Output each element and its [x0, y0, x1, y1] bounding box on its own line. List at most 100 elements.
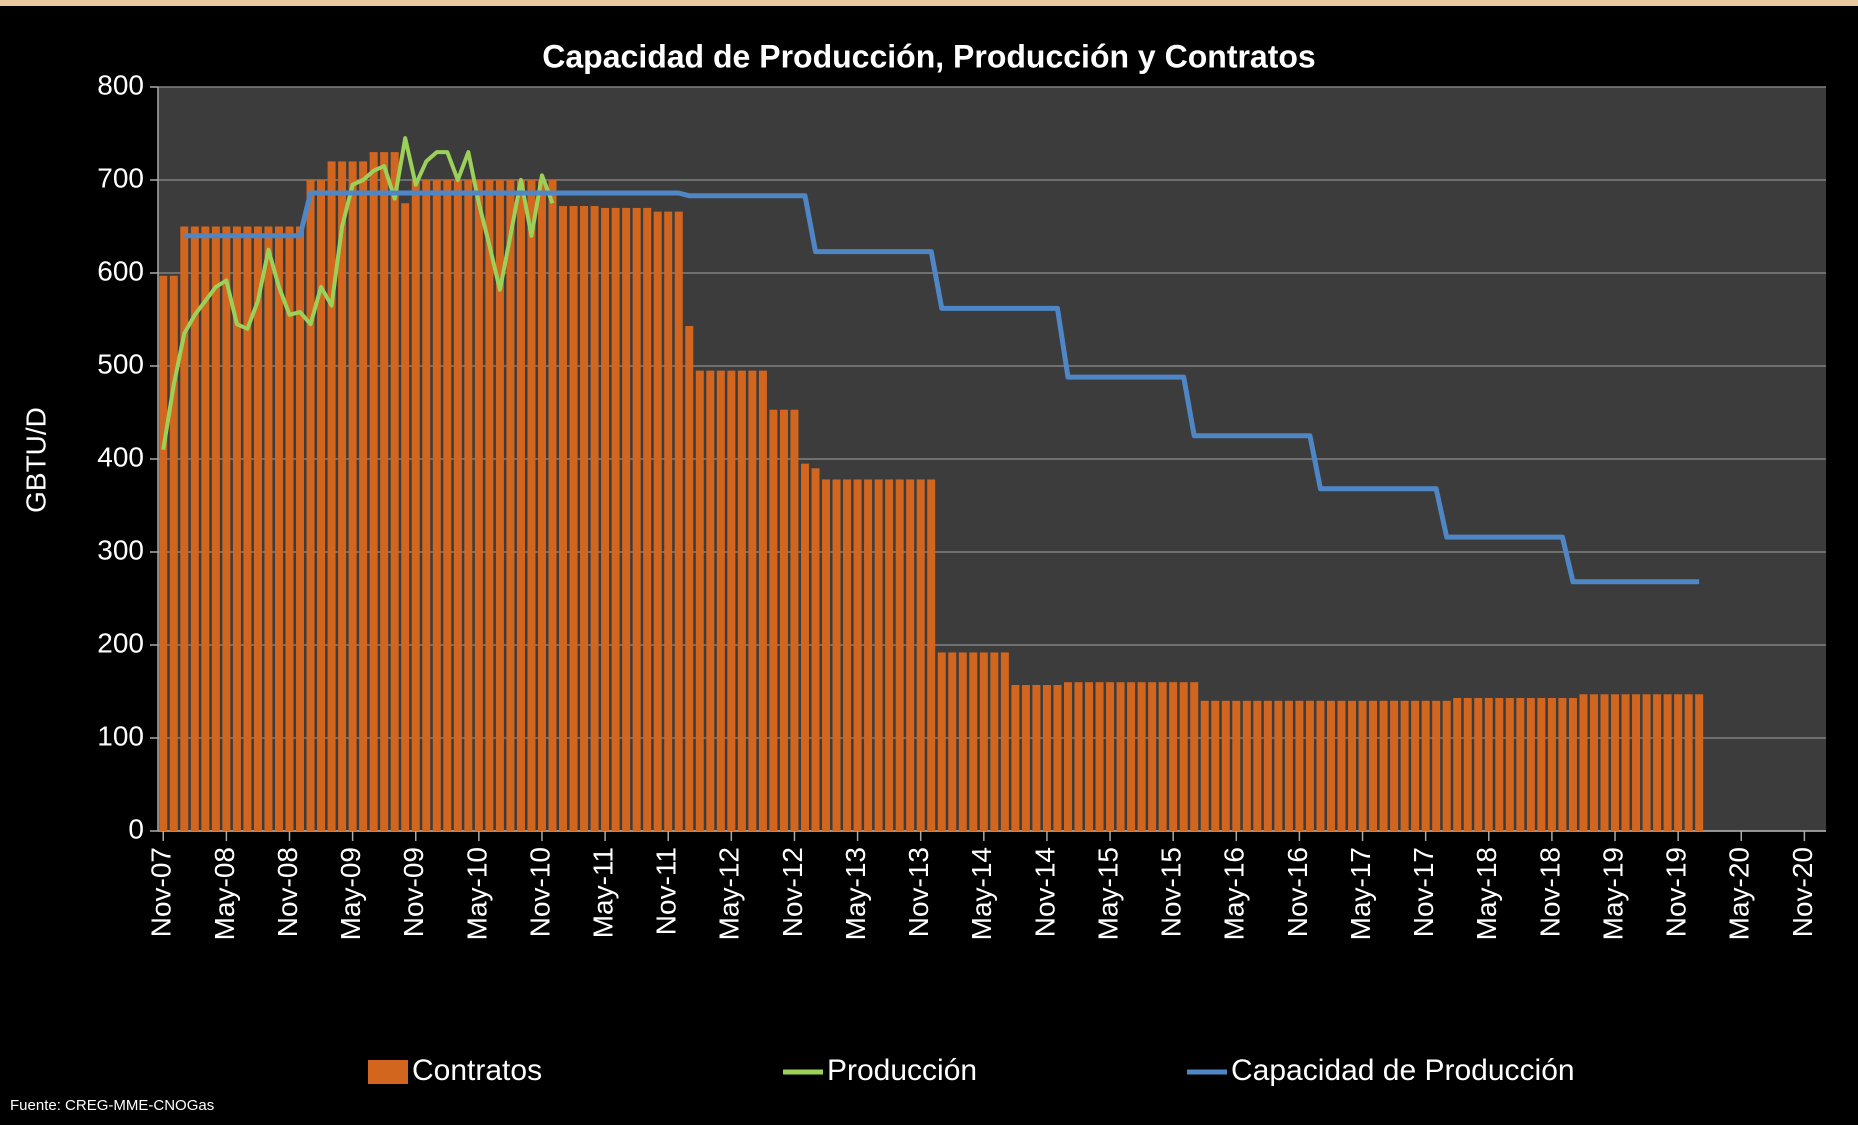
y-tick-label: 700 [97, 162, 144, 193]
bar [1663, 694, 1672, 831]
bar [590, 206, 599, 832]
x-tick-label: May-15 [1092, 847, 1123, 940]
bar [895, 479, 904, 831]
bar [853, 479, 862, 831]
y-tick-label: 600 [97, 255, 144, 286]
bar [1358, 700, 1367, 831]
y-tick-label: 0 [128, 813, 144, 844]
bar [790, 409, 799, 831]
x-tick-label: May-16 [1219, 847, 1250, 940]
bar [1232, 700, 1241, 831]
bar [317, 180, 326, 831]
x-tick-label: Nov-08 [272, 847, 303, 937]
bar [1421, 700, 1430, 831]
x-tick-label: Nov-09 [398, 847, 429, 937]
bar [1169, 682, 1178, 831]
bar [927, 479, 936, 831]
x-tick-label: Nov-12 [777, 847, 808, 937]
bar [1547, 698, 1556, 831]
bar [474, 180, 483, 831]
y-tick-label: 300 [97, 534, 144, 565]
bar [1589, 694, 1598, 831]
bar [643, 207, 652, 831]
bar [1221, 700, 1230, 831]
bar [253, 226, 262, 831]
bar [1442, 700, 1451, 831]
bar [453, 180, 462, 831]
bar [1611, 694, 1620, 831]
x-tick-label: May-20 [1724, 847, 1755, 940]
bar [695, 370, 704, 831]
bar [832, 479, 841, 831]
bar [800, 463, 809, 831]
bar [1495, 698, 1504, 831]
bar [569, 206, 578, 832]
bar [1284, 700, 1293, 831]
bar [653, 211, 662, 831]
bar [1074, 682, 1083, 831]
bar [874, 479, 883, 831]
x-tick-label: Nov-15 [1156, 847, 1187, 937]
top-border [0, 0, 1858, 6]
bar [979, 652, 988, 831]
bar [422, 180, 431, 831]
bar [1516, 698, 1525, 831]
bar [727, 370, 736, 831]
bar [1600, 694, 1609, 831]
bar [264, 226, 273, 831]
y-tick-label: 200 [97, 627, 144, 658]
bar [1032, 684, 1041, 831]
line [161, 136, 555, 451]
bar [190, 226, 199, 831]
bar [1011, 684, 1020, 831]
bar [548, 180, 557, 831]
bar [1242, 700, 1251, 831]
legend-label: Contratos [412, 1054, 542, 1087]
bar [948, 652, 957, 831]
bar [822, 479, 831, 831]
bar [1390, 700, 1399, 831]
bar [327, 161, 336, 831]
bar [464, 180, 473, 831]
bar [232, 226, 241, 831]
bar [737, 370, 746, 831]
x-tick-label: Nov-20 [1787, 847, 1818, 937]
bar [1137, 682, 1146, 831]
bar [1095, 682, 1104, 831]
bar [1653, 694, 1662, 831]
bar [1400, 700, 1409, 831]
bar [485, 180, 494, 831]
bar [1632, 694, 1641, 831]
bar [527, 180, 536, 831]
bar [369, 152, 378, 832]
bar [1063, 682, 1072, 831]
bar [516, 180, 525, 831]
bar [1211, 700, 1220, 831]
bar [1379, 700, 1388, 831]
legend-label: Producción [827, 1054, 977, 1087]
bar [664, 211, 673, 831]
bar [811, 468, 820, 831]
bar [906, 479, 915, 831]
bar [1369, 700, 1378, 831]
bar [1558, 698, 1567, 831]
bar [1432, 700, 1441, 831]
bar [1579, 694, 1588, 831]
bar [1505, 698, 1514, 831]
bar [537, 180, 546, 831]
bar [937, 652, 946, 831]
bar [169, 275, 178, 831]
bar [1148, 682, 1157, 831]
bar [411, 180, 420, 831]
x-tick-label: Nov-07 [146, 847, 177, 937]
x-tick-label: May-10 [461, 847, 492, 940]
bar [1453, 698, 1462, 831]
bar [338, 161, 347, 831]
bar [748, 370, 757, 831]
bar [685, 326, 694, 831]
bar [632, 207, 641, 831]
x-tick-label: Nov-10 [524, 847, 555, 937]
bar [580, 206, 589, 832]
